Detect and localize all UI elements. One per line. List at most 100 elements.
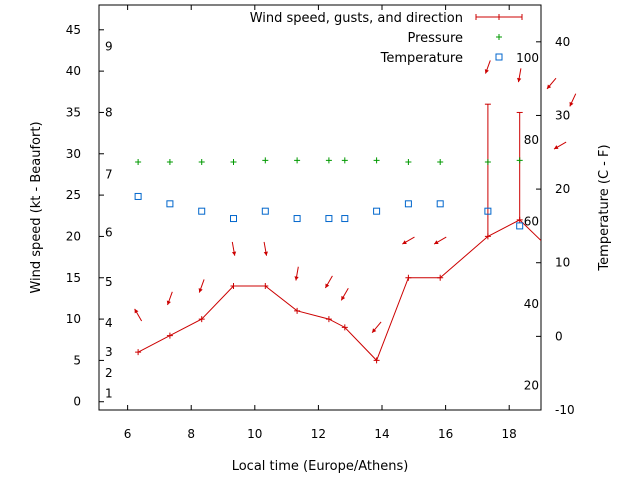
legend-label: Wind speed, gusts, and direction	[250, 11, 463, 26]
legend-label: Pressure	[407, 31, 463, 46]
wind-direction-arrowhead	[134, 308, 139, 314]
x-tick-label: 16	[438, 427, 453, 441]
wind-point	[230, 283, 237, 290]
wind-point	[198, 316, 205, 323]
y-tick-label: 25	[66, 188, 81, 202]
pressure-point	[484, 159, 491, 166]
label-layer: 6 8 10 12 14 16 18051015202530354045-100102030…	[29, 23, 612, 474]
wind-point	[341, 324, 348, 331]
temperature-point	[436, 200, 444, 208]
temperature-point	[134, 192, 142, 200]
temperature-point	[198, 207, 206, 215]
x-tick-label: 18	[502, 427, 517, 441]
wind-direction-arrowhead	[231, 251, 237, 256]
pressure-point	[198, 159, 205, 166]
temperature-point	[373, 207, 381, 215]
y2-axis-label: Temperature (C - F)	[597, 144, 612, 271]
beaufort-label: 5	[105, 275, 113, 289]
beaufort-label: 4	[105, 316, 113, 330]
axes-layer	[98, 4, 542, 411]
temperature-point	[484, 207, 492, 215]
wind-direction-arrowhead	[517, 77, 522, 83]
x-tick-label: 12	[311, 427, 326, 441]
wind-point	[325, 316, 332, 323]
beaufort-label: 1	[105, 386, 113, 400]
wind-direction-arrowhead	[569, 101, 574, 107]
y-tick-label: 30	[66, 147, 81, 161]
wind-point	[135, 349, 142, 356]
x-tick-label: 8	[187, 427, 195, 441]
y-tick-label: 45	[66, 23, 81, 37]
y-axis-label: Wind speed (kt - Beaufort)	[29, 121, 44, 293]
wind-point	[262, 283, 269, 290]
fahrenheit-label: 100	[516, 51, 539, 65]
y2-tick-label: 30	[555, 108, 570, 122]
fahrenheit-label: 80	[524, 133, 539, 147]
pressure-point	[405, 159, 412, 166]
y-tick-label: 20	[66, 229, 81, 243]
beaufort-label: 2	[105, 366, 113, 380]
wind-direction-arrowhead	[434, 240, 439, 245]
beaufort-label: 3	[105, 345, 113, 359]
legend: Wind speed, gusts, and direction Pressure…	[250, 11, 523, 66]
wind-direction-arrowhead	[546, 84, 552, 89]
temperature-point	[341, 215, 349, 223]
temperature-point	[166, 200, 174, 208]
y-tick-label: 15	[66, 271, 81, 285]
x-axis-label: Local time (Europe/Athens)	[232, 459, 409, 474]
temperature-point	[230, 215, 238, 223]
wind-direction-arrowhead	[198, 288, 203, 293]
y-tick-label: 10	[66, 312, 81, 326]
pressure-point	[437, 159, 444, 166]
legend-pressure-marker	[496, 34, 502, 40]
wind-direction-arrowhead	[166, 300, 171, 305]
y2-tick-label: -10	[555, 403, 575, 417]
temperature-point	[293, 215, 301, 223]
wind-direction-arrowhead	[263, 251, 268, 256]
y2-tick-label: 10	[555, 256, 570, 270]
wind-direction-arrowhead	[341, 295, 346, 301]
y-tick-label: 40	[66, 64, 81, 78]
wind-direction-arrowhead	[325, 283, 330, 288]
wind-direction-arrowhead	[484, 69, 489, 74]
pressure-point	[166, 159, 173, 166]
wind-speed-line	[137, 219, 541, 362]
legend-wind-marker	[496, 14, 502, 20]
wind-point	[294, 307, 301, 314]
wind-direction-arrowhead	[554, 145, 559, 150]
temperature-point	[261, 207, 269, 215]
wind-direction-arrowhead	[294, 276, 299, 281]
legend-label: Temperature	[380, 51, 463, 66]
temperature-point	[404, 200, 412, 208]
y-tick-label: 35	[66, 105, 81, 119]
pressure-point	[294, 157, 301, 164]
pressure-point	[230, 159, 237, 166]
legend-temperature-marker	[495, 53, 503, 61]
series-layer	[134, 60, 577, 364]
beaufort-label: 7	[105, 167, 113, 181]
y-tick-label: 0	[73, 395, 81, 409]
pressure-point	[341, 157, 348, 164]
fahrenheit-label: 40	[524, 297, 539, 311]
pressure-point	[373, 157, 380, 164]
wind-point	[373, 357, 380, 364]
x-tick-label: 6	[124, 427, 132, 441]
temperature-point	[325, 215, 333, 223]
wind-point	[437, 274, 444, 281]
pressure-point	[262, 157, 269, 164]
x-tick-label: 14	[374, 427, 389, 441]
y2-tick-label: 20	[555, 182, 570, 196]
wind-direction-arrowhead	[372, 328, 377, 333]
beaufort-label: 6	[105, 225, 113, 239]
beaufort-label: 9	[105, 39, 113, 53]
fahrenheit-label: 20	[524, 379, 539, 393]
y-tick-label: 5	[73, 353, 81, 367]
plot-frame	[98, 4, 542, 411]
temperature-point	[516, 222, 524, 230]
wind-point	[405, 274, 412, 281]
wind-direction-arrowhead	[402, 240, 407, 245]
beaufort-label: 8	[105, 105, 113, 119]
x-tick-label: 10	[247, 427, 262, 441]
y2-tick-label: 40	[555, 35, 570, 49]
